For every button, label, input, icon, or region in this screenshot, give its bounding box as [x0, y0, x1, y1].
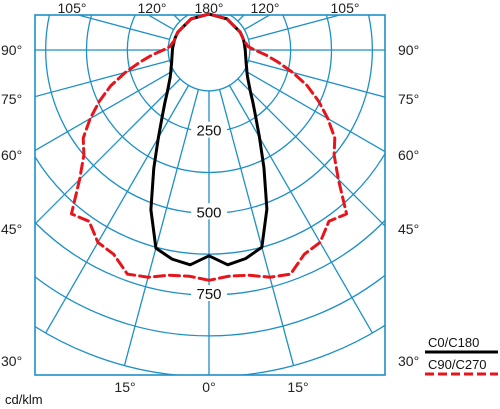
- angle-label-top: 105°: [58, 0, 87, 16]
- series-curve-c90-c270: [69, 12, 349, 282]
- angle-label-top: 180°: [195, 0, 224, 16]
- angle-label-top: 120°: [138, 0, 167, 16]
- angle-label-top: 105°: [331, 0, 360, 16]
- grid-circle: [35, 324, 385, 375]
- grid-spoke: [237, 78, 385, 227]
- angle-label-left: 60°: [1, 147, 22, 163]
- grid-spoke: [228, 85, 373, 334]
- grid-spoke: [45, 85, 190, 334]
- legend-label-c90-c270: C90/C270: [428, 357, 487, 372]
- radial-label-bg: [191, 285, 227, 301]
- unit-label: cd/klm: [5, 392, 43, 407]
- grid-spoke: [248, 15, 343, 41]
- grid-spoke: [35, 69, 174, 152]
- angle-label-left: 75°: [1, 91, 22, 107]
- grid-circle: [35, 219, 385, 296]
- angle-label-right: 90°: [398, 42, 419, 58]
- angle-label-top: 120°: [251, 0, 280, 16]
- angle-label-bottom: 15°: [287, 379, 308, 395]
- grid-spoke: [75, 15, 170, 41]
- grid-spoke: [35, 59, 170, 98]
- angle-label-bottom: 0°: [202, 379, 215, 395]
- grid-spoke: [248, 59, 385, 98]
- angle-label-left: 45°: [1, 221, 22, 237]
- grid-spoke: [244, 69, 385, 153]
- radial-label-500: 500: [196, 204, 221, 221]
- angle-label-left: 30°: [1, 353, 22, 369]
- angle-label-right: 60°: [398, 147, 419, 163]
- grid-spoke: [218, 89, 295, 366]
- legend-label-c0-c180: C0/C180: [428, 335, 479, 350]
- angle-label-right: 75°: [398, 91, 419, 107]
- radial-label-250: 250: [196, 123, 221, 140]
- radial-label-750: 750: [196, 286, 221, 303]
- radial-label-bg: [191, 203, 227, 220]
- radial-label-bg: [191, 121, 227, 138]
- angle-label-right: 30°: [398, 353, 419, 369]
- legend: C0/C180 C90/C270: [425, 335, 498, 376]
- angle-label-left: 90°: [1, 42, 22, 58]
- angle-label-bottom: 15°: [114, 379, 135, 395]
- angle-label-right: 45°: [398, 221, 419, 237]
- polar-grid: [35, 15, 385, 375]
- series-curves: [69, 12, 349, 282]
- grid-spoke: [123, 89, 200, 366]
- grid-circle: [167, 15, 251, 92]
- radial-value-labels: 250 500 750: [191, 121, 227, 303]
- angle-labels: 105° 120° 180° 120° 105° 90° 75° 60° 45° 30° 90° 75…: [1, 0, 419, 395]
